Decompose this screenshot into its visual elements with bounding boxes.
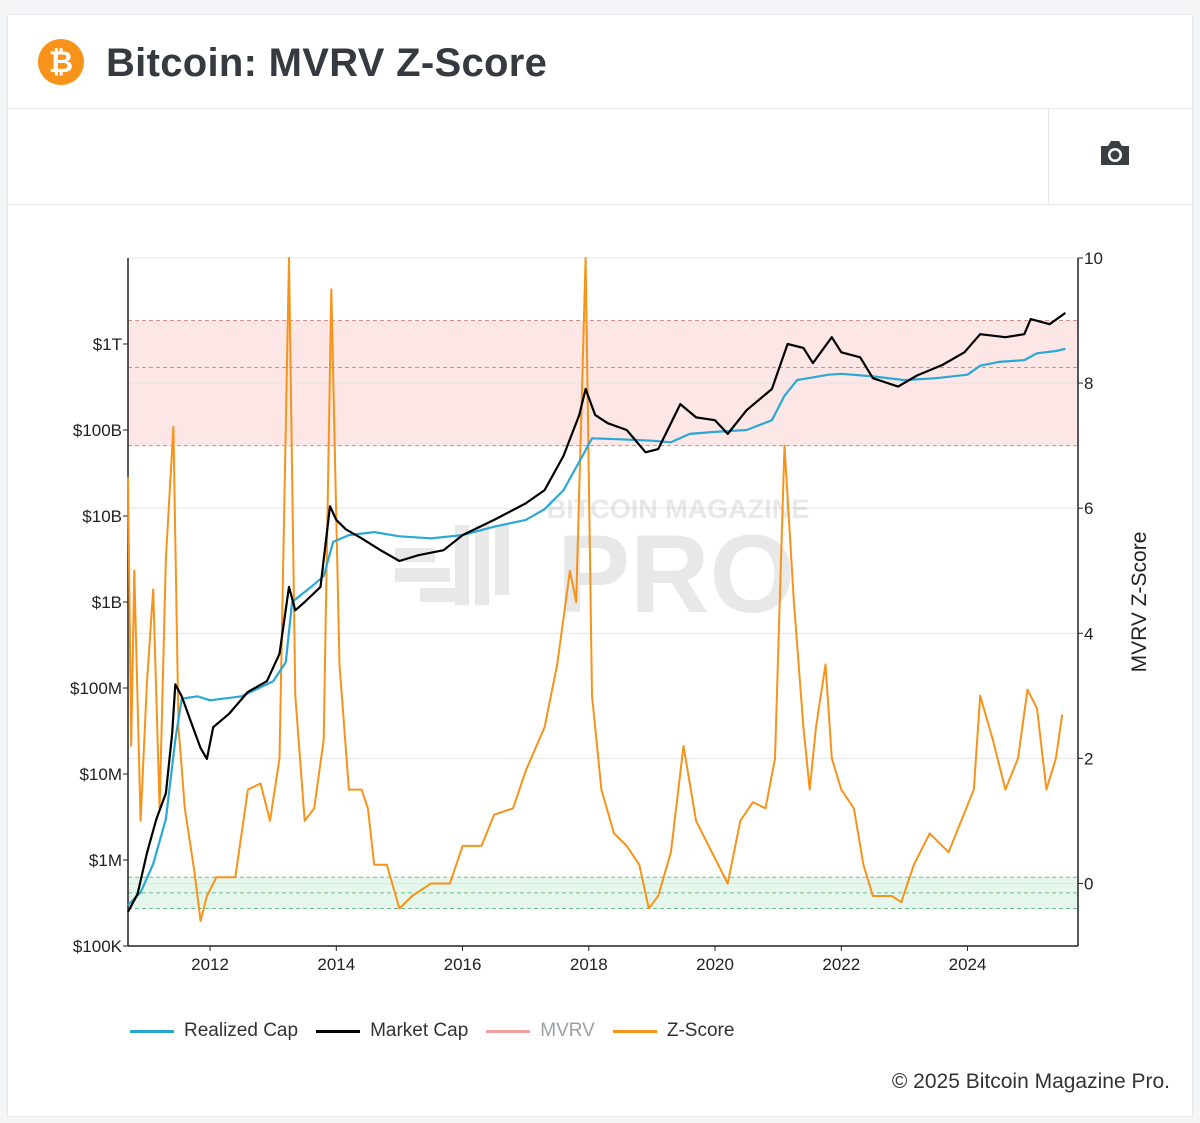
right-tick-label: 6: [1084, 499, 1093, 518]
right-tick-label: 2: [1084, 749, 1093, 768]
left-tick-label: $100K: [73, 937, 123, 956]
grid-lines: [128, 257, 1078, 884]
legend-item-z-score[interactable]: Z-Score: [612, 1020, 735, 1042]
legend-swatch-realized-cap: [130, 1029, 174, 1033]
left-tick-label: $10M: [79, 765, 122, 784]
right-tick-label: 4: [1084, 624, 1093, 643]
legend-swatch-mvrv: [486, 1029, 531, 1033]
right-tick-label: 10: [1084, 249, 1103, 268]
watermark-logo-icon: [395, 525, 509, 605]
header: ₿ Bitcoin: MVRV Z-Score: [8, 15, 1192, 109]
left-tick-label: $100M: [70, 679, 122, 698]
series-line-realized-cap: [127, 347, 1066, 906]
x-tick-label: 2022: [822, 955, 860, 974]
series-line-z-score: [127, 257, 1064, 922]
left-tick-label: $1B: [92, 593, 122, 612]
camera-icon[interactable]: [1098, 138, 1132, 168]
left-tick-label: $100B: [73, 421, 122, 440]
legend: Realized Cap Market Cap MVRV Z-Score: [130, 1016, 734, 1046]
x-tick-label: 2020: [696, 955, 734, 974]
series-lines: [127, 257, 1067, 922]
mvrv-chart[interactable]: BITCOIN MAGAZINE PRO $100K$1M$10M$100M$1…: [0, 0, 1200, 1010]
right-tick-label: 8: [1084, 374, 1093, 393]
page-title: Bitcoin: MVRV Z-Score: [106, 41, 548, 85]
bitcoin-symbol: ₿: [48, 44, 74, 80]
watermark: BITCOIN MAGAZINE PRO: [395, 494, 809, 636]
x-tick-label: 2012: [191, 955, 229, 974]
x-tick-label: 2016: [444, 955, 482, 974]
chart-card: ₿ Bitcoin: MVRV Z-Score: [7, 14, 1193, 1117]
bitcoin-icon: ₿: [38, 39, 84, 85]
x-tick-label: 2024: [949, 955, 987, 974]
legend-item-realized-cap[interactable]: Realized Cap: [130, 1020, 298, 1042]
legend-label: Realized Cap: [184, 1020, 299, 1041]
axes: $100K $1M $10M $100M $1B $10B $100B $1T 0 2 4 6 8 10 2…: [70, 249, 1103, 974]
series-line-market-cap: [127, 312, 1067, 913]
x-tick-label: 2014: [317, 955, 355, 974]
legend-item-market-cap[interactable]: Market Cap: [316, 1020, 468, 1042]
left-tick-label: $1T: [93, 335, 122, 354]
toolbar-divider: [1048, 109, 1049, 204]
left-tick-label: $10B: [82, 507, 122, 526]
left-tick-label: $1M: [89, 851, 122, 870]
watermark-line1: BITCOIN MAGAZINE: [547, 494, 810, 524]
legend-label: Market Cap: [370, 1020, 469, 1041]
watermark-line2: PRO: [557, 513, 795, 636]
legend-label: MVRV: [540, 1020, 595, 1041]
legend-item-mvrv[interactable]: MVRV: [486, 1020, 595, 1042]
chart-toolbar: [8, 109, 1192, 205]
legend-label: Z-Score: [666, 1020, 735, 1041]
copyright: © 2025 Bitcoin Magazine Pro.: [891, 1070, 1170, 1093]
legend-swatch-market-cap: [316, 1029, 361, 1033]
legend-swatch-z-score: [612, 1029, 657, 1033]
right-tick-label: 0: [1084, 874, 1093, 893]
right-axis-label: MVRV Z-Score: [1128, 532, 1151, 673]
x-tick-label: 2018: [570, 955, 608, 974]
